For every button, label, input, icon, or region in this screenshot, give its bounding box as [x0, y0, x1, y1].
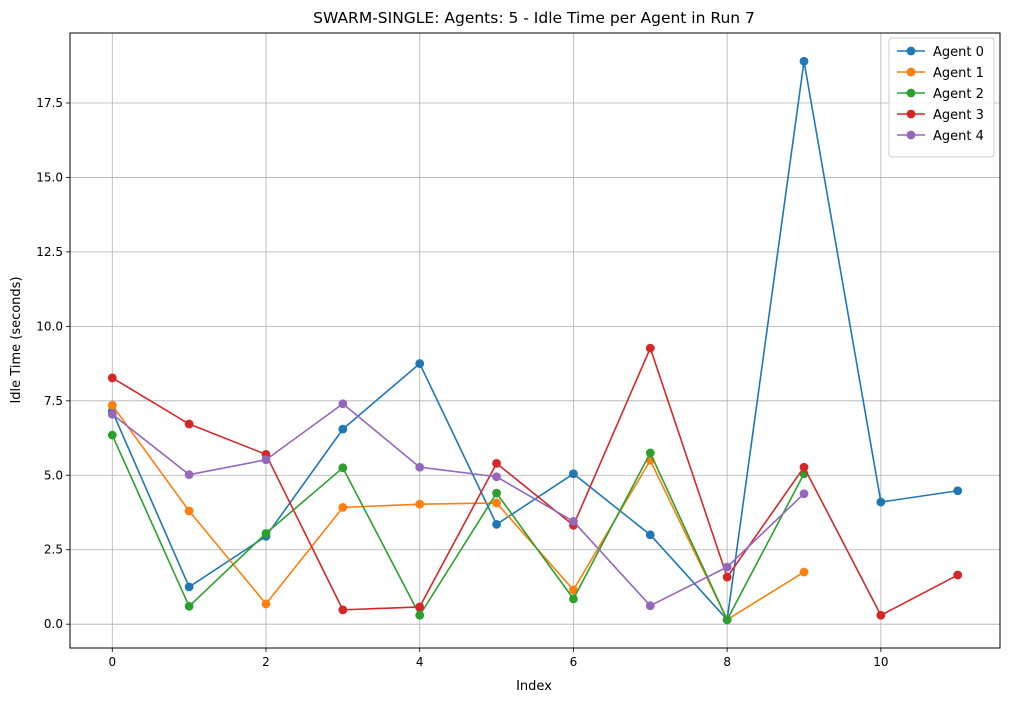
data-point [722, 572, 732, 582]
series-layer [107, 56, 963, 625]
legend-item: Agent 0 [897, 45, 984, 60]
data-point [184, 470, 194, 480]
data-point [569, 594, 578, 604]
data-point [492, 458, 501, 468]
legend-label: Agent 3 [933, 108, 984, 123]
data-point [261, 528, 271, 538]
legend-item: Agent 4 [897, 129, 984, 144]
data-point [569, 585, 578, 595]
data-point [107, 430, 117, 440]
data-point [338, 463, 348, 473]
y-tick-label: 17.5 [36, 96, 63, 110]
grid [70, 33, 1000, 648]
x-axis-title: Index [516, 679, 552, 694]
legend-marker [906, 67, 916, 77]
legend-label: Agent 1 [933, 66, 984, 81]
data-point [569, 517, 578, 526]
legend-marker [906, 46, 916, 56]
legend-label: Agent 2 [933, 87, 984, 102]
data-point [415, 359, 425, 368]
data-point [107, 400, 117, 410]
data-point [876, 610, 886, 620]
data-point [261, 599, 271, 609]
data-point [645, 343, 655, 353]
legend-marker [906, 109, 916, 119]
x-tick-label: 0 [108, 655, 116, 669]
data-point [338, 399, 348, 409]
x-tick-label: 8 [723, 655, 731, 669]
y-tick-label: 2.5 [44, 543, 63, 557]
data-point [338, 424, 348, 434]
series-agent-0 [107, 56, 963, 625]
x-tick-label: 2 [262, 655, 270, 669]
y-tick-label: 5.0 [44, 468, 63, 482]
data-point [415, 499, 425, 509]
data-point [338, 503, 348, 512]
legend-marker [906, 130, 916, 140]
plot-frame [69, 32, 1001, 649]
data-point [645, 448, 655, 458]
data-point [799, 489, 809, 499]
y-tick-label: 7.5 [44, 394, 63, 408]
data-point [799, 56, 809, 66]
data-point [799, 567, 809, 577]
data-point [953, 486, 963, 496]
series-agent-1 [107, 400, 809, 625]
data-point [261, 455, 271, 465]
legend-label: Agent 0 [933, 45, 984, 60]
y-tick-label: 12.5 [36, 245, 63, 259]
data-point [953, 570, 963, 580]
data-point [492, 488, 501, 498]
data-point [184, 506, 194, 516]
data-point [492, 520, 501, 529]
data-point [184, 582, 194, 592]
data-point [876, 497, 886, 507]
series-line [111, 347, 959, 617]
series-agent-4 [107, 399, 809, 611]
data-point [799, 462, 809, 472]
data-point [338, 605, 348, 615]
legend: Agent 0 Agent 1 Agent 2 Agent 3 Agent 4 [888, 37, 995, 158]
data-point [569, 469, 578, 479]
y-tick-label: 0.0 [44, 617, 63, 631]
data-point [184, 419, 194, 429]
x-axis-ticks: 0 2 4 6 8 10 [108, 648, 889, 669]
y-tick-label: 15.0 [36, 170, 63, 184]
legend-frame [888, 37, 995, 158]
legend-item: Agent 1 [897, 66, 984, 81]
x-tick-label: 4 [416, 655, 424, 669]
data-point [184, 601, 194, 611]
data-point [415, 610, 425, 620]
data-point [415, 602, 425, 612]
legend-item: Agent 2 [897, 87, 984, 102]
x-tick-label: 6 [570, 655, 578, 669]
x-tick-label: 10 [873, 655, 888, 669]
chart-title: SWARM-SINGLE: Agents: 5 - Idle Time per … [313, 9, 755, 27]
data-point [722, 615, 732, 625]
series-agent-3 [107, 343, 963, 620]
series-line [111, 402, 805, 607]
series-agent-2 [107, 430, 809, 625]
data-point [107, 373, 117, 383]
data-point [645, 601, 655, 611]
data-point [722, 562, 732, 572]
series-line [111, 434, 805, 621]
legend-marker [906, 88, 916, 98]
y-tick-label: 10.0 [36, 319, 63, 333]
data-point [107, 409, 117, 419]
data-point [492, 472, 501, 482]
data-point [492, 498, 501, 508]
data-point [415, 462, 425, 472]
data-point [645, 530, 655, 540]
legend-item: Agent 3 [897, 108, 984, 123]
series-line [111, 404, 805, 621]
y-axis-ticks: 0.0 2.5 5.0 7.5 10.0 12.5 15.0 17.5 [36, 96, 70, 631]
series-line [111, 60, 958, 621]
legend-label: Agent 4 [933, 129, 984, 144]
y-axis-title: Idle Time (seconds) [9, 276, 24, 403]
